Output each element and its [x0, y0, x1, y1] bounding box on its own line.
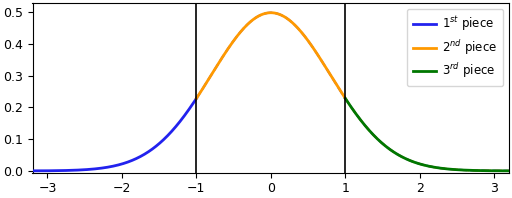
$3^{rd}$ piece: [495, 170, 501, 172]
$2^{nd}$ piece: [316, 55, 322, 58]
$2^{nd}$ piece: [265, 12, 271, 14]
$1^{st}$ piece: [189, 104, 195, 106]
$1^{st}$ piece: [96, 167, 102, 170]
$1^{st}$ piece: [118, 163, 124, 165]
$3^{rd}$ piece: [443, 168, 449, 170]
$3^{rd}$ piece: [431, 166, 437, 168]
$2^{nd}$ piece: [339, 92, 345, 95]
$1^{st}$ piece: [194, 97, 200, 100]
$3^{rd}$ piece: [453, 168, 459, 171]
$1^{st}$ piece: [160, 139, 166, 142]
Line: $3^{rd}$ piece: $3^{rd}$ piece: [346, 98, 512, 171]
$1^{st}$ piece: [7, 170, 13, 172]
$2^{nd}$ piece: [274, 12, 281, 15]
Line: $1^{st}$ piece: $1^{st}$ piece: [10, 98, 197, 171]
$1^{st}$ piece: [97, 167, 103, 169]
$2^{nd}$ piece: [268, 11, 274, 14]
$2^{nd}$ piece: [282, 16, 288, 18]
$2^{nd}$ piece: [264, 12, 270, 14]
$3^{rd}$ piece: [343, 97, 349, 100]
$3^{rd}$ piece: [432, 166, 438, 168]
Line: $2^{nd}$ piece: $2^{nd}$ piece: [197, 13, 346, 98]
$2^{nd}$ piece: [194, 97, 200, 100]
Legend: $1^{st}$ piece, $2^{nd}$ piece, $3^{rd}$ piece: $1^{st}$ piece, $2^{nd}$ piece, $3^{rd}$…: [407, 9, 503, 86]
$1^{st}$ piece: [108, 165, 114, 168]
$2^{nd}$ piece: [343, 97, 349, 100]
